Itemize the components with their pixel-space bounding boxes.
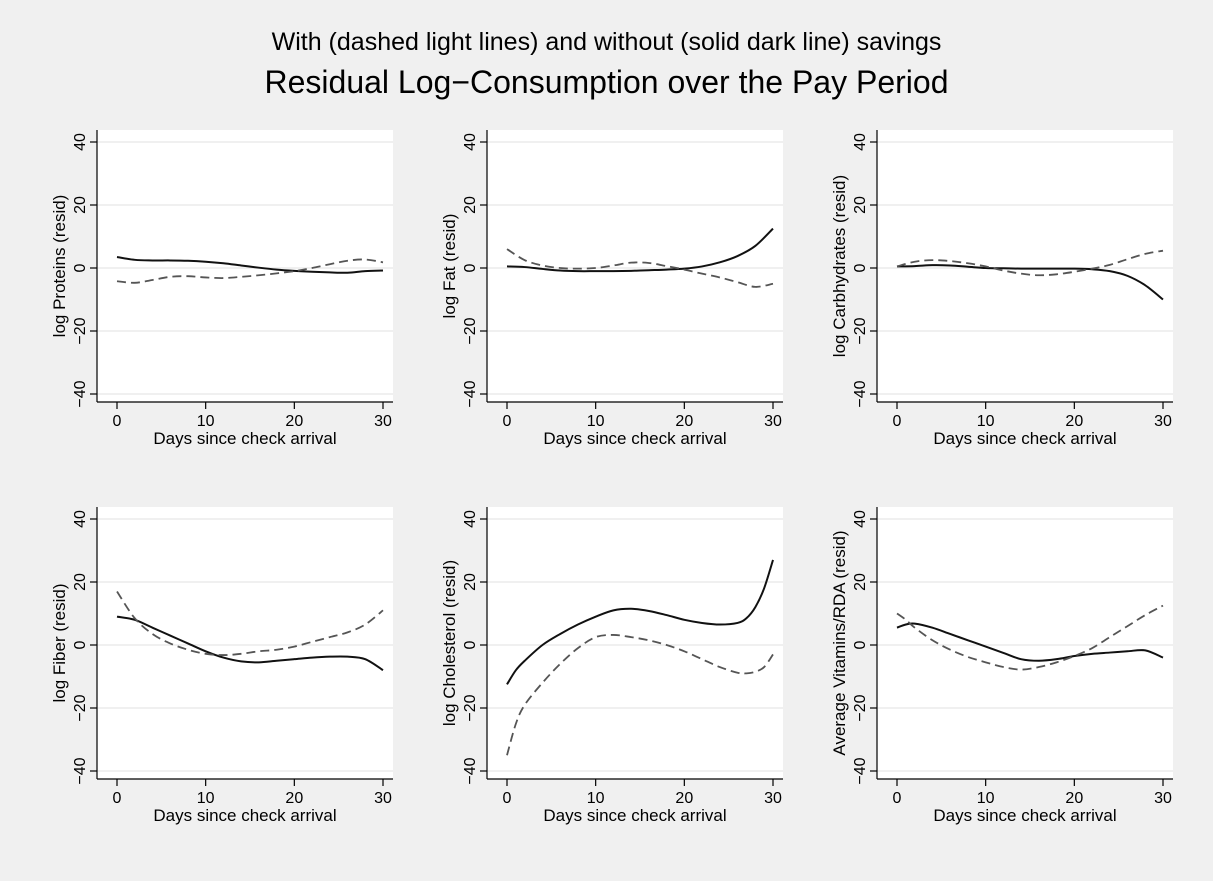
figure-title: Residual Log−Consumption over the Pay Pe… bbox=[264, 64, 949, 100]
chart-5-y-axis-label: log Cholesterol (resid) bbox=[440, 560, 459, 726]
chart-5-x-tick-label: 20 bbox=[675, 790, 693, 807]
chart-1-y-tick-label: 40 bbox=[72, 133, 89, 151]
chart-6-x-tick-label: 20 bbox=[1065, 790, 1083, 807]
chart-2-x-tick-label: 0 bbox=[503, 413, 512, 430]
chart-1-y-tick-label: 0 bbox=[72, 263, 89, 272]
chart-6-y-tick-label: 0 bbox=[852, 640, 869, 649]
chart-1-series-solid-line bbox=[116, 255, 384, 274]
chart-6-y-tick-label: −40 bbox=[852, 757, 869, 784]
chart-1-x-tick-label: 10 bbox=[197, 413, 215, 430]
chart-3-y-tick-label: −40 bbox=[852, 380, 869, 407]
chart-1-y-tick-label: −40 bbox=[72, 380, 89, 407]
chart-3-y-axis-label: log Carbhydrates (resid) bbox=[830, 175, 849, 357]
chart-1-x-tick-label: 20 bbox=[285, 413, 303, 430]
chart-2-series-dashed-line bbox=[506, 248, 774, 288]
chart-5-x-axis-label: Days since check arrival bbox=[543, 806, 726, 825]
chart-6-x-tick-label: 0 bbox=[893, 790, 902, 807]
chart-1-y-axis-label: log Proteins (resid) bbox=[50, 195, 69, 338]
chart-2-y-tick-label: 40 bbox=[462, 133, 479, 151]
chart-5-y-tick-label: 20 bbox=[462, 573, 479, 591]
chart-5-y-tick-label: −20 bbox=[462, 694, 479, 721]
chart-3-y-tick-label: 40 bbox=[852, 133, 869, 151]
chart-5-x-tick-label: 30 bbox=[764, 790, 782, 807]
chart-6: −40 −20 0 20 40 0 10 20 30 Days since check arriv… bbox=[830, 507, 1173, 825]
chart-3-y-tick-label: −20 bbox=[852, 317, 869, 344]
chart-4-x-tick-label: 30 bbox=[374, 790, 392, 807]
chart-4-x-tick-label: 0 bbox=[113, 790, 122, 807]
chart-4-y-tick-label: 20 bbox=[72, 573, 89, 591]
chart-1: −40 −20 0 20 40 0 10 20 30 Days since check arriv… bbox=[50, 130, 393, 448]
chart-4-x-tick-label: 20 bbox=[285, 790, 303, 807]
figure-subtitle: With (dashed light lines) and without (s… bbox=[271, 28, 942, 56]
chart-5-plot-area bbox=[487, 507, 783, 779]
chart-1-x-tick-label: 30 bbox=[374, 413, 392, 430]
chart-4-y-tick-label: 0 bbox=[72, 640, 89, 649]
chart-3-x-tick-label: 20 bbox=[1065, 413, 1083, 430]
chart-3-y-tick-label: 0 bbox=[852, 263, 869, 272]
chart-3-series-dashed-line bbox=[896, 249, 1164, 277]
chart-4-series-dashed-line bbox=[116, 590, 384, 656]
chart-3-x-tick-label: 30 bbox=[1154, 413, 1172, 430]
chart-3-y-tick-label: 20 bbox=[852, 196, 869, 214]
chart-5-series-solid-line bbox=[506, 559, 774, 685]
chart-5-y-tick-label: 0 bbox=[462, 640, 479, 649]
chart-4-y-tick-label: −20 bbox=[72, 694, 89, 721]
chart-1-series-dashed-line bbox=[116, 258, 384, 284]
chart-5-x-tick-label: 10 bbox=[587, 790, 605, 807]
chart-4-plot-area bbox=[97, 507, 393, 779]
chart-2-series-solid-line bbox=[506, 227, 774, 273]
chart-2: −40 −20 0 20 40 0 10 20 30 Days since check arriv… bbox=[440, 130, 783, 448]
chart-1-x-tick-label: 0 bbox=[113, 413, 122, 430]
chart-2-y-axis-label: log Fat (resid) bbox=[440, 214, 459, 319]
chart-6-y-tick-label: 40 bbox=[852, 510, 869, 528]
chart-4: −40 −20 0 20 40 0 10 20 30 Days since check arriv… bbox=[50, 507, 393, 825]
chart-4-y-tick-label: −40 bbox=[72, 757, 89, 784]
chart-3-x-tick-label: 10 bbox=[977, 413, 995, 430]
chart-2-x-axis-label: Days since check arrival bbox=[543, 429, 726, 448]
chart-6-y-axis-label: Average Vitamins/RDA (resid) bbox=[830, 530, 849, 755]
chart-2-x-tick-label: 30 bbox=[764, 413, 782, 430]
chart-6-y-tick-label: 20 bbox=[852, 573, 869, 591]
chart-4-y-tick-label: 40 bbox=[72, 510, 89, 528]
chart-2-x-tick-label: 20 bbox=[675, 413, 693, 430]
chart-6-x-axis-label: Days since check arrival bbox=[933, 806, 1116, 825]
chart-4-series-solid-line bbox=[116, 615, 384, 672]
chart-4-x-tick-label: 10 bbox=[197, 790, 215, 807]
chart-1-y-tick-label: −20 bbox=[72, 317, 89, 344]
chart-5-y-tick-label: 40 bbox=[462, 510, 479, 528]
chart-1-x-axis-label: Days since check arrival bbox=[153, 429, 336, 448]
chart-2-plot-area bbox=[487, 130, 783, 402]
chart-3: −40 −20 0 20 40 0 10 20 30 Days since check arriv… bbox=[830, 130, 1173, 448]
chart-2-y-tick-label: 0 bbox=[462, 263, 479, 272]
chart-6-series-solid-line bbox=[896, 622, 1164, 662]
chart-2-y-tick-label: −40 bbox=[462, 380, 479, 407]
chart-5-series-dashed-line bbox=[506, 634, 774, 756]
chart-4-y-axis-label: log Fiber (resid) bbox=[50, 583, 69, 702]
chart-5-y-tick-label: −40 bbox=[462, 757, 479, 784]
chart-4-x-axis-label: Days since check arrival bbox=[153, 806, 336, 825]
chart-5: −40 −20 0 20 40 0 10 20 30 Days since check arriv… bbox=[440, 507, 783, 825]
chart-5-x-tick-label: 0 bbox=[503, 790, 512, 807]
chart-2-y-tick-label: 20 bbox=[462, 196, 479, 214]
chart-6-series-dashed-line bbox=[896, 604, 1164, 671]
chart-6-plot-area bbox=[877, 507, 1173, 779]
chart-2-y-tick-label: −20 bbox=[462, 317, 479, 344]
chart-6-x-tick-label: 30 bbox=[1154, 790, 1172, 807]
chart-6-y-tick-label: −20 bbox=[852, 694, 869, 721]
chart-2-x-tick-label: 10 bbox=[587, 413, 605, 430]
chart-3-x-tick-label: 0 bbox=[893, 413, 902, 430]
chart-3-x-axis-label: Days since check arrival bbox=[933, 429, 1116, 448]
chart-6-x-tick-label: 10 bbox=[977, 790, 995, 807]
chart-3-series-solid-line bbox=[896, 264, 1164, 301]
chart-1-y-tick-label: 20 bbox=[72, 196, 89, 214]
